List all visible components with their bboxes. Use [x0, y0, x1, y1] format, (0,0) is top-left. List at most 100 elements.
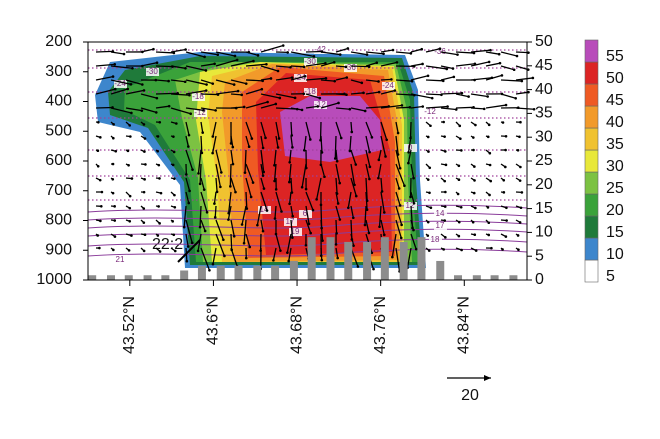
wind-vector-head — [286, 251, 289, 254]
reference-vector-label: 20 — [461, 387, 479, 404]
wind-vector-head — [270, 77, 273, 80]
wind-vector-head — [532, 77, 535, 80]
wind-vector-head — [458, 165, 461, 168]
wind-vector-head — [184, 48, 187, 51]
wind-vector-head — [458, 125, 461, 128]
wind-vector-head — [97, 149, 100, 152]
wind-vector-head — [443, 180, 446, 183]
wind-vector-head — [473, 192, 476, 195]
wind-vector-head — [429, 124, 432, 127]
wind-vector-head — [505, 104, 508, 107]
wind-vector-head — [288, 202, 291, 205]
wind-vector-head — [158, 177, 161, 180]
wind-vector-head — [426, 234, 429, 237]
wind-vector-head — [337, 102, 340, 105]
wind-vector-head — [502, 179, 505, 182]
y2-tick-label: 15 — [535, 200, 553, 217]
wind-vector-head — [428, 166, 431, 169]
wind-vector-head — [172, 164, 175, 167]
wind-vector-head — [173, 151, 176, 154]
wind-vector-head — [220, 171, 223, 174]
isotherm-label: 17 — [286, 217, 295, 226]
wind-vector-head — [291, 76, 294, 79]
wind-vector-head — [96, 234, 99, 237]
wind-vector-head — [517, 234, 520, 237]
wind-vector-head — [186, 260, 189, 263]
wind-vector-head — [442, 248, 445, 251]
wind-vector-head — [383, 211, 386, 214]
y-tick-label: 500 — [45, 122, 72, 139]
y-tick-label: 300 — [45, 63, 72, 80]
wind-vector-head — [199, 226, 202, 229]
bar — [271, 266, 279, 280]
colorbar-box — [585, 106, 598, 128]
wind-vector-head — [521, 191, 524, 194]
wind-vector-head — [316, 105, 319, 108]
bar — [107, 275, 115, 280]
wind-vector-head — [152, 48, 155, 51]
wind-vector-head — [262, 230, 265, 233]
wind-vector-head — [143, 221, 146, 224]
wind-vector-head — [427, 221, 430, 224]
bar — [161, 275, 169, 280]
wind-vector-head — [378, 225, 381, 228]
y-tick-label: 400 — [45, 93, 72, 110]
wind-vector-head — [427, 74, 430, 77]
bar — [381, 237, 389, 280]
wind-vector-head — [114, 150, 117, 153]
wind-vector-head — [444, 150, 447, 153]
wind-vector-head — [201, 131, 204, 134]
colorbar-label: 15 — [606, 224, 624, 241]
wind-vector-head — [357, 265, 360, 268]
isotherm-label: 14 — [436, 209, 445, 218]
colorbar-box — [585, 172, 598, 194]
wind-vector-head — [489, 49, 492, 52]
wind-vector-head — [199, 183, 202, 186]
wind-vector — [230, 164, 231, 186]
wind-vector-head — [378, 91, 381, 94]
wind-vector-head — [113, 63, 116, 66]
wind-vector-head — [99, 179, 102, 182]
colorbar-box — [585, 194, 598, 216]
wind-vector-head — [452, 67, 455, 70]
wind-vector-head — [431, 97, 434, 100]
wind-vector-head — [187, 202, 190, 205]
wind-vector — [215, 206, 216, 217]
wind-vector-head — [126, 88, 129, 91]
wind-vector-head — [394, 89, 397, 92]
wind-vector-head — [323, 175, 326, 178]
wind-vector-head — [475, 249, 478, 252]
wind-vector-head — [204, 230, 207, 233]
wind-vector — [261, 46, 283, 52]
y2-tick-label: 5 — [535, 247, 544, 264]
wind-vector-head — [399, 167, 402, 170]
wind-vector-head — [294, 97, 297, 100]
wind-vector-head — [143, 250, 146, 253]
wind-vector-head — [461, 92, 464, 95]
wind-vector-head — [315, 198, 318, 201]
wind-vector-head — [130, 83, 133, 86]
colorbar-box — [585, 62, 598, 84]
wind-vector-head — [291, 236, 294, 239]
y-tick-label: 900 — [45, 241, 72, 258]
wind-vector-head — [279, 97, 282, 100]
wind-vector-head — [439, 47, 442, 50]
wind-vector-head — [421, 63, 424, 66]
wind-vector-head — [291, 146, 294, 149]
wind-vector-head — [390, 78, 393, 81]
wind-vector-head — [205, 83, 208, 86]
wind-vector-head — [446, 105, 449, 108]
bar — [326, 237, 334, 280]
wind-vector-head — [521, 80, 524, 83]
wind-vector-head — [219, 186, 222, 189]
wind-vector-head — [112, 123, 115, 126]
wind-vector-head — [173, 194, 176, 197]
wind-vector-head — [443, 135, 446, 138]
wind-vector-head — [288, 161, 291, 164]
wind-vector-head — [362, 92, 365, 95]
x-tick-label: 43.68°N — [288, 296, 305, 354]
wind-vector-head — [345, 93, 348, 96]
wind-vector-head — [505, 207, 508, 210]
wind-vector-head — [483, 108, 486, 111]
